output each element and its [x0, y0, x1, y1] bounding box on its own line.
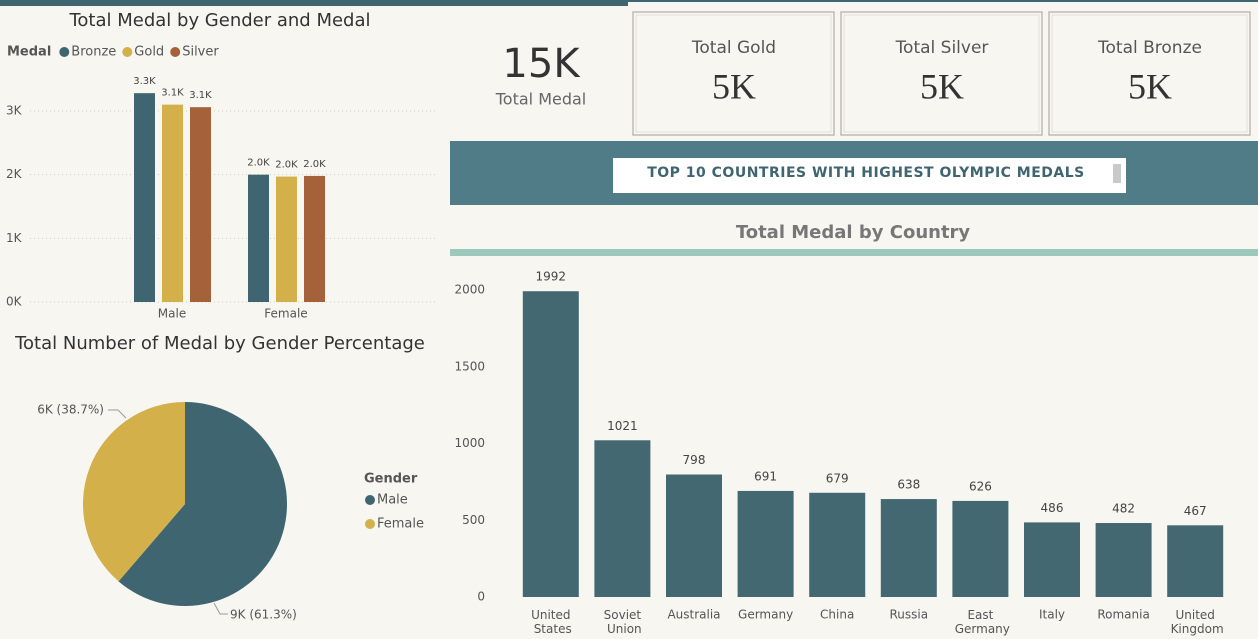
bar	[594, 440, 651, 597]
y-tick-label: 2K	[6, 167, 23, 181]
kpi-value: 5K	[1128, 66, 1172, 106]
kpi-label: Total Silver	[895, 38, 989, 58]
y-tick-label: 500	[462, 513, 485, 527]
data-label: 486	[1041, 501, 1064, 515]
legend-label: Bronze	[71, 45, 116, 60]
bar	[134, 93, 155, 302]
kpi-value: 5K	[920, 66, 964, 106]
bar	[276, 176, 297, 302]
x-tick-label: Male	[158, 307, 186, 321]
x-tick-label: China	[820, 608, 854, 622]
x-tick-label: East Germany	[951, 608, 1010, 636]
data-label: 798	[683, 453, 706, 467]
y-tick-label: 1500	[454, 359, 485, 373]
title-underline	[450, 249, 1258, 256]
x-tick-label: Female	[264, 307, 307, 321]
data-label: 2.0K	[275, 160, 298, 171]
leader-line	[108, 409, 127, 419]
x-tick-label: Soviet Union	[603, 608, 641, 636]
data-label: 6K (38.7%)	[37, 403, 104, 417]
kpi-label: Total Medal	[495, 90, 587, 109]
kpi-card	[632, 11, 835, 136]
pie-slice	[118, 402, 287, 606]
kpi-card	[1048, 11, 1251, 136]
data-label: 3.1K	[161, 88, 184, 99]
kpi-value: 5K	[712, 66, 756, 106]
top-stripe	[0, 0, 628, 6]
top-stripe-thin	[628, 0, 1258, 2]
legend-label: Silver	[182, 45, 219, 60]
bar	[304, 175, 325, 302]
kpi-card-inner	[635, 14, 832, 133]
data-label: 2.0K	[303, 159, 326, 170]
data-label: 691	[754, 469, 777, 483]
data-label: 3.1K	[189, 90, 212, 101]
data-label: 1992	[536, 270, 567, 284]
kpi-label: Total Bronze	[1097, 38, 1202, 58]
data-label: 3.3K	[133, 76, 156, 87]
leader-line	[213, 602, 228, 615]
bar	[1095, 523, 1152, 597]
data-label: 2.0K	[247, 158, 270, 169]
x-tick-label: United Kingdom	[1167, 608, 1224, 636]
legend-marker	[122, 47, 133, 57]
bar	[190, 107, 211, 303]
bar	[1024, 522, 1080, 597]
bar	[162, 104, 183, 302]
data-label: 1021	[607, 419, 638, 433]
data-label: 638	[897, 478, 920, 492]
y-tick-label: 1000	[454, 436, 485, 450]
chart-title: Total Medal by Gender and Medal	[68, 10, 370, 31]
y-tick-label: 2000	[454, 283, 485, 297]
bar	[737, 490, 794, 597]
x-tick-label: Italy	[1039, 608, 1065, 622]
bar	[248, 174, 269, 302]
bar	[809, 492, 866, 597]
x-tick-label: Russia	[889, 608, 928, 622]
bar	[666, 474, 722, 597]
bar	[522, 291, 579, 597]
legend-label: Male	[377, 493, 408, 508]
kpi-card	[840, 11, 1043, 136]
legend-marker	[59, 47, 70, 57]
legend-label: Gold	[134, 45, 164, 60]
legend-marker	[170, 47, 181, 57]
x-tick-label: Australia	[667, 608, 720, 622]
data-label: 679	[826, 471, 849, 485]
banner-text: TOP 10 COUNTRIES WITH HIGHEST OLYMPIC ME…	[647, 165, 1085, 181]
x-tick-label: Germany	[738, 608, 793, 622]
x-tick-label: United States	[530, 608, 572, 636]
legend-title: Gender	[364, 472, 418, 487]
chart-title: Total Medal by Country	[736, 222, 971, 243]
y-tick-label: 0	[477, 590, 485, 604]
pie-slice	[82, 402, 185, 582]
legend-marker	[365, 519, 375, 529]
data-label: 9K (61.3%)	[230, 608, 297, 622]
y-tick-label: 1K	[6, 231, 23, 245]
legend-label: Female	[377, 517, 424, 532]
x-tick-label: Romania	[1097, 608, 1149, 622]
chart-title: Total Number of Medal by Gender Percenta…	[14, 333, 425, 354]
kpi-value: 15K	[502, 41, 581, 87]
bar	[880, 499, 937, 597]
legend-title: Medal	[7, 45, 51, 60]
bar	[952, 500, 1009, 597]
kpi-label: Total Gold	[691, 38, 776, 58]
banner-box	[613, 158, 1126, 193]
data-label: 467	[1184, 504, 1207, 518]
kpi-card-inner	[843, 14, 1040, 133]
bar	[1167, 525, 1224, 597]
y-tick-label: 3K	[6, 104, 23, 118]
banner-scrollbar	[1113, 164, 1121, 183]
data-label: 482	[1112, 502, 1135, 516]
data-label: 626	[969, 479, 992, 493]
y-tick-label: 0K	[6, 295, 23, 309]
kpi-card-inner	[1051, 14, 1248, 133]
legend-marker	[365, 495, 375, 505]
